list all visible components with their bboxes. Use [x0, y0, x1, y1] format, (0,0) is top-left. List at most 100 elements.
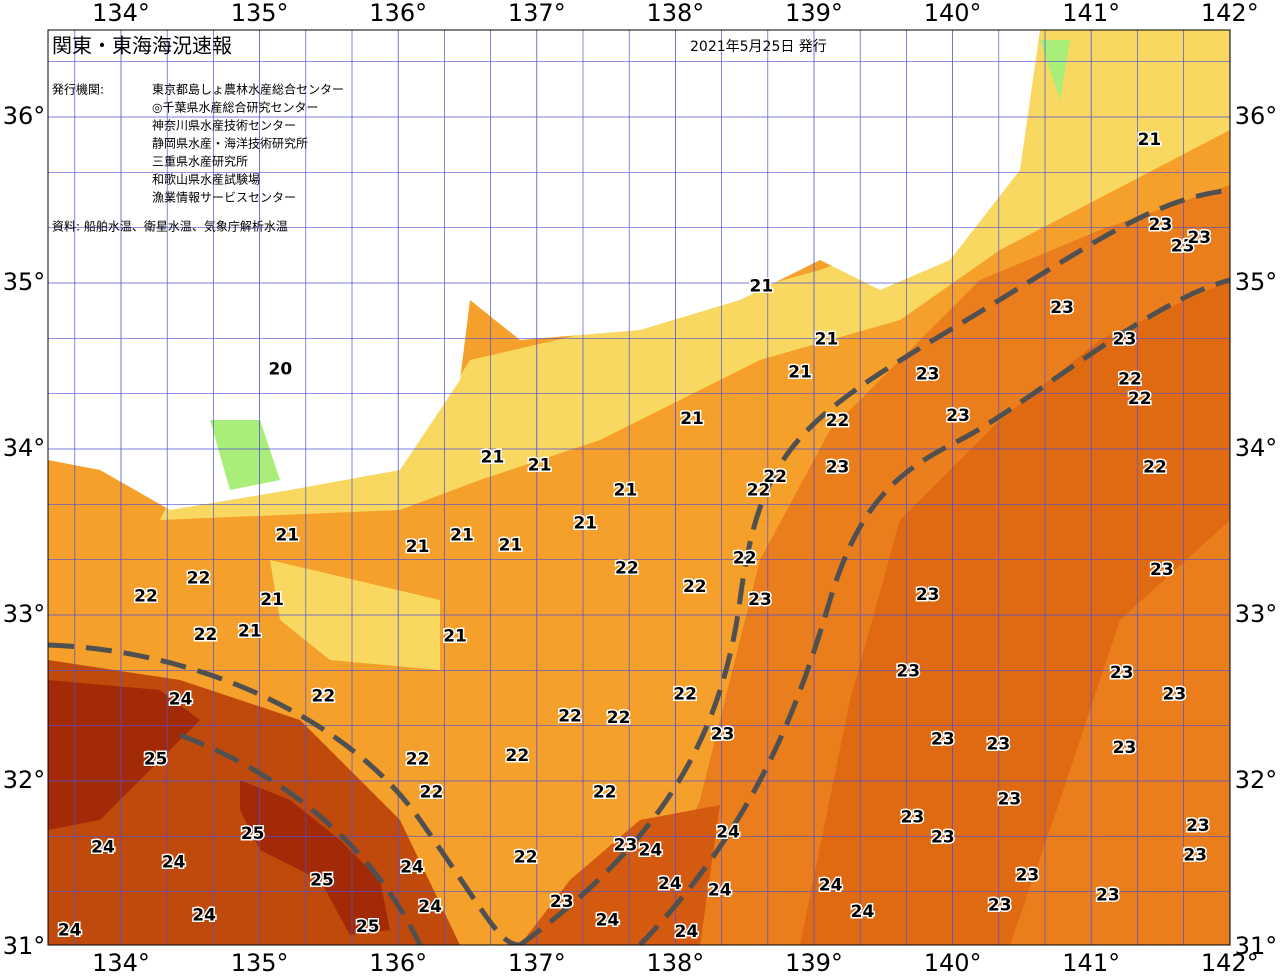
temperature-label: 23	[748, 590, 772, 610]
lon-label: 139°	[785, 949, 843, 977]
lat-label: 34°	[3, 434, 46, 462]
lon-label: 137°	[508, 0, 566, 27]
temperature-label: 21	[406, 537, 430, 557]
issue-date: 2021年5月25日 発行	[690, 39, 827, 55]
temperature-label: 23	[1183, 846, 1207, 866]
map-frame	[47, 29, 1231, 946]
lat-label: 36°	[3, 102, 46, 130]
temperature-label: 22	[1128, 389, 1152, 409]
lon-label: 135°	[231, 0, 289, 27]
temperature-label: 22	[683, 577, 707, 597]
temperature-label: 21	[499, 535, 523, 555]
temperature-label: 23	[1187, 228, 1211, 248]
temperature-label: 24	[658, 874, 682, 894]
lat-label: 33°	[1235, 600, 1278, 628]
zone-23-deep	[800, 280, 1230, 945]
temperature-label: 23	[1113, 329, 1137, 349]
lat-label: 32°	[1235, 766, 1278, 794]
temperature-label: 23	[1149, 215, 1173, 235]
kuroshio-edge	[518, 187, 1230, 945]
temperature-label: 24	[418, 897, 442, 917]
temperature-label: 24	[675, 922, 699, 942]
temperature-label: 23	[711, 725, 735, 745]
cold-patch	[210, 420, 280, 490]
land	[48, 30, 1040, 510]
temperature-label: 23	[988, 896, 1012, 916]
lon-label: 136°	[369, 949, 427, 977]
temperature-label: 21	[260, 590, 284, 610]
temperature-label: 22	[673, 685, 697, 705]
temperature-label: 21	[815, 329, 839, 349]
temperature-label: 22	[558, 706, 582, 726]
zone-25	[48, 680, 200, 830]
issuer-list: 東京都島しょ農林水産総合センター ◎千葉県水産総合研究センター神奈川県水産技術セン…	[152, 82, 344, 205]
temperature-label: 22	[607, 708, 631, 728]
lon-label: 140°	[924, 949, 982, 977]
kuroshio-axis	[179, 732, 423, 945]
temperature-label: 21	[443, 627, 467, 647]
temperature-label: 22	[514, 847, 538, 867]
temperature-label: 24	[639, 841, 663, 861]
temperature-label: 21	[680, 409, 704, 429]
temperature-label: 23	[931, 730, 955, 750]
lon-label: 140°	[924, 0, 982, 27]
temperature-label: 21	[275, 525, 299, 545]
kuroshio-edge	[48, 642, 521, 945]
temperature-label: 24	[162, 852, 186, 872]
lat-label: 34°	[1235, 434, 1278, 462]
lat-label: 33°	[3, 600, 46, 628]
issuer: 三重県水産研究所	[152, 154, 248, 169]
temperature-label: 23	[1186, 816, 1210, 836]
temperature-label: 24	[400, 857, 424, 877]
map-area: 2123232323232222222323232323232323232323…	[48, 30, 1230, 945]
lon-label: 142°	[1201, 0, 1259, 27]
temperature-label: 22	[593, 783, 617, 803]
lon-label: 141°	[1062, 949, 1120, 977]
temperature-label: 25	[241, 824, 265, 844]
temperature-label: 22	[1143, 457, 1167, 477]
lon-label: 134°	[92, 0, 150, 27]
temperature-label: 23	[931, 827, 955, 847]
current-axes	[48, 187, 1230, 945]
temperature-label: 21	[573, 514, 597, 534]
zone-21	[160, 30, 1230, 520]
lon-label: 136°	[369, 0, 427, 27]
temperature-label: 22	[506, 746, 530, 766]
temperature-label: 24	[58, 920, 82, 940]
issuer: 東京都島しょ農林水産総合センター	[152, 82, 344, 97]
temperature-label: 23	[614, 836, 638, 856]
lon-label: 137°	[508, 949, 566, 977]
temperature-label: 22	[406, 749, 430, 769]
temperature-label: 23	[946, 406, 970, 426]
temperature-label: 22	[615, 559, 639, 579]
lon-label: 138°	[646, 949, 704, 977]
lat-label: 31°	[1235, 932, 1278, 960]
temperature-label: 24	[851, 902, 875, 922]
lon-label: 139°	[785, 0, 843, 27]
temperature-label: 23	[1050, 298, 1074, 318]
grid	[48, 30, 1230, 945]
temperature-label: 22	[312, 686, 336, 706]
temperature-label: 22	[747, 481, 771, 501]
lon-label: 142°	[1201, 949, 1259, 977]
lat-label: 32°	[3, 766, 46, 794]
issuer: ◎千葉県水産総合研究センター	[152, 100, 318, 115]
temperature-label: 24	[819, 876, 843, 896]
temperature-label: 23	[1163, 685, 1187, 705]
temperature-label: 24	[708, 881, 732, 901]
temperature-label: 22	[733, 549, 757, 569]
temperature-label: 23	[901, 808, 925, 828]
temperature-label: 21	[481, 447, 505, 467]
temperature-label: 21	[749, 276, 773, 296]
temperature-label: 24	[91, 837, 115, 857]
temperature-label: 25	[144, 749, 168, 769]
temperature-label: 23	[1016, 866, 1040, 886]
temperature-label: 23	[916, 364, 940, 384]
temperature-label: 23	[550, 892, 574, 912]
temperature-label: 23	[987, 734, 1011, 754]
lon-label: 141°	[1062, 0, 1120, 27]
lat-label: 35°	[1235, 268, 1278, 296]
temperature-label: 24	[192, 905, 216, 925]
temperature-labels: 2123232323232222222323232323232323232323…	[56, 129, 1212, 944]
issuer: 漁業情報サービスセンター	[152, 191, 296, 205]
